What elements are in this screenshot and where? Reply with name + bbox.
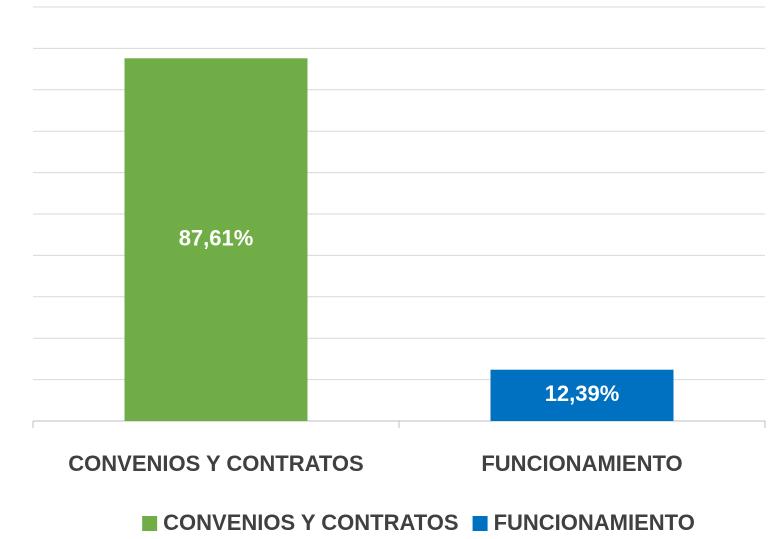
value-label: 87,61% [179,225,254,250]
bar [124,58,308,421]
value-label: 12,39% [545,381,620,406]
legend-label: CONVENIOS Y CONTRATOS [163,510,458,535]
legend-label: FUNCIONAMIENTO [494,510,695,535]
x-tick-label: CONVENIOS Y CONTRATOS [68,451,363,476]
legend-swatch [472,516,488,531]
bar [490,369,674,421]
x-tick-label: FUNCIONAMIENTO [481,451,682,476]
legend-swatch [142,516,158,531]
